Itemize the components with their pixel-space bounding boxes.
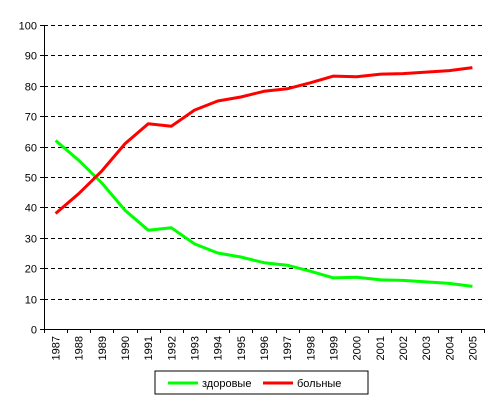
- x-tick-label: 1997: [282, 336, 294, 360]
- x-tick-label: 2002: [398, 336, 410, 360]
- legend: здоровые больные: [168, 378, 341, 390]
- y-tick-label: 60: [25, 143, 37, 155]
- x-tick-label: 1989: [97, 336, 109, 360]
- y-tick-label: 30: [25, 234, 37, 246]
- y-tick-label: 70: [25, 112, 37, 124]
- x-tick-label: 2005: [467, 336, 479, 360]
- x-tick-label: 2000: [352, 336, 364, 360]
- x-tick-label: 1990: [120, 336, 132, 360]
- x-tick-label: 1988: [74, 336, 86, 360]
- series-line-2: [54, 66, 473, 215]
- x-tick-label: 1993: [190, 336, 202, 360]
- y-tick-label: 80: [25, 82, 37, 94]
- x-tick-label: 1994: [213, 336, 225, 360]
- y-tick-label: 20: [25, 264, 37, 276]
- x-tick-label: 1995: [236, 336, 248, 360]
- y-tick-label: 100: [19, 21, 37, 33]
- axes: 0 10 20 30 40 50 60 70 80 90 100 1987 1988 1989 1990 19…: [19, 21, 485, 360]
- y-tick-label: 40: [25, 203, 37, 215]
- series-line-1: [54, 139, 473, 288]
- y-tick-label: 90: [25, 51, 37, 63]
- x-tick-label: 1999: [328, 336, 340, 360]
- series-lines: [54, 66, 473, 288]
- x-tick-label: 2004: [444, 336, 456, 360]
- y-tick-label: 0: [31, 325, 37, 337]
- y-tick-label: 50: [25, 173, 37, 185]
- grid-lines: [44, 25, 484, 300]
- x-tick-label: 2003: [421, 336, 433, 360]
- x-tick-label: 1992: [166, 336, 178, 360]
- x-tick-label: 1998: [305, 336, 317, 360]
- legend-box: [154, 370, 369, 395]
- y-tick-label: 10: [25, 295, 37, 307]
- x-tick-label: 1987: [51, 336, 63, 360]
- x-tick-label: 2001: [375, 336, 387, 360]
- legend-label: здоровые: [202, 378, 251, 390]
- x-tick-label: 1996: [259, 336, 271, 360]
- legend-label: больные: [297, 378, 341, 390]
- x-tick-label: 1991: [143, 336, 155, 360]
